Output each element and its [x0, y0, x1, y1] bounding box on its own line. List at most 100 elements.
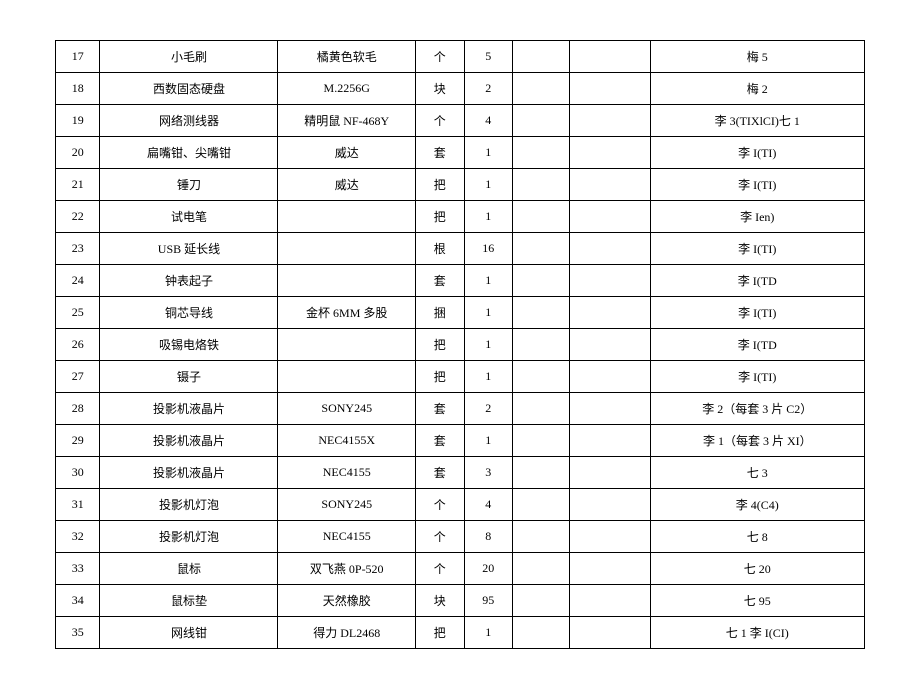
item-remark: 李 I(TI) [650, 169, 864, 201]
row-number: 20 [56, 137, 100, 169]
table-row: 22试电笔把1李 Ien) [56, 201, 865, 233]
item-qty: 1 [464, 297, 513, 329]
item-spec: M.2256G [278, 73, 416, 105]
table-row: 35网线钳得力 DL2468把1 七 1 李 I(CI) [56, 617, 865, 649]
item-unit: 把 [415, 617, 464, 649]
item-remark: 七 1 李 I(CI) [650, 617, 864, 649]
col-6 [513, 585, 570, 617]
row-number: 18 [56, 73, 100, 105]
row-number: 24 [56, 265, 100, 297]
item-name: 试电笔 [100, 201, 278, 233]
item-spec: 威达 [278, 169, 416, 201]
col-6 [513, 201, 570, 233]
col-6 [513, 329, 570, 361]
item-spec: NEC4155X [278, 425, 416, 457]
table-row: 31投影机灯泡SONY245个4李 4(C4) [56, 489, 865, 521]
item-remark: 七 3 [650, 457, 864, 489]
row-number: 25 [56, 297, 100, 329]
item-name: 鼠标 [100, 553, 278, 585]
item-unit: 把 [415, 169, 464, 201]
item-remark: 李 I(TI) [650, 361, 864, 393]
col-7 [569, 169, 650, 201]
item-unit: 个 [415, 553, 464, 585]
col-6 [513, 425, 570, 457]
item-unit: 个 [415, 105, 464, 137]
item-name: 投影机液晶片 [100, 425, 278, 457]
row-number: 31 [56, 489, 100, 521]
item-unit: 个 [415, 489, 464, 521]
item-name: 扁嘴钳、尖嘴钳 [100, 137, 278, 169]
item-name: 网线钳 [100, 617, 278, 649]
table-row: 17小毛刷橘黄色软毛个5梅 5 [56, 41, 865, 73]
table-row: 26吸锡电烙铁把1李 I(TD [56, 329, 865, 361]
row-number: 32 [56, 521, 100, 553]
col-7 [569, 233, 650, 265]
row-number: 22 [56, 201, 100, 233]
item-name: 吸锡电烙铁 [100, 329, 278, 361]
item-qty: 16 [464, 233, 513, 265]
item-remark: 李 3(TIXlCI)七 1 [650, 105, 864, 137]
row-number: 35 [56, 617, 100, 649]
item-remark: 李 Ien) [650, 201, 864, 233]
col-7 [569, 393, 650, 425]
col-6 [513, 553, 570, 585]
row-number: 19 [56, 105, 100, 137]
item-spec [278, 361, 416, 393]
col-7 [569, 617, 650, 649]
item-name: 小毛刷 [100, 41, 278, 73]
row-number: 30 [56, 457, 100, 489]
item-qty: 20 [464, 553, 513, 585]
item-qty: 1 [464, 425, 513, 457]
item-unit: 块 [415, 73, 464, 105]
col-7 [569, 137, 650, 169]
col-6 [513, 169, 570, 201]
item-remark: 李 I(TD [650, 329, 864, 361]
item-qty: 95 [464, 585, 513, 617]
col-7 [569, 41, 650, 73]
item-spec [278, 233, 416, 265]
item-unit: 套 [415, 137, 464, 169]
item-qty: 4 [464, 489, 513, 521]
col-6 [513, 297, 570, 329]
item-unit: 个 [415, 521, 464, 553]
item-remark: 李 I(TI) [650, 137, 864, 169]
item-remark: 李 2（每套 3 片 C2） [650, 393, 864, 425]
item-unit: 把 [415, 361, 464, 393]
col-7 [569, 105, 650, 137]
item-unit: 套 [415, 265, 464, 297]
col-7 [569, 73, 650, 105]
item-spec: 双飞燕 0P-520 [278, 553, 416, 585]
item-name: 西数固态硬盘 [100, 73, 278, 105]
inventory-table: 17小毛刷橘黄色软毛个5梅 518西数固态硬盘M.2256G块2梅 219网络测… [55, 40, 865, 649]
col-7 [569, 489, 650, 521]
row-number: 23 [56, 233, 100, 265]
table-row: 24钟表起子套1李 I(TD [56, 265, 865, 297]
item-name: 镊子 [100, 361, 278, 393]
col-6 [513, 137, 570, 169]
item-spec: SONY245 [278, 393, 416, 425]
item-remark: 李 I(TD [650, 265, 864, 297]
item-name: 铜芯导线 [100, 297, 278, 329]
item-qty: 1 [464, 617, 513, 649]
item-remark: 七 20 [650, 553, 864, 585]
item-spec: 精明鼠 NF-468Y [278, 105, 416, 137]
table-row: 34鼠标垫天然橡胶块95七 95 [56, 585, 865, 617]
item-qty: 5 [464, 41, 513, 73]
col-6 [513, 105, 570, 137]
table-row: 21锤刀威达把1李 I(TI) [56, 169, 865, 201]
item-spec: 橘黄色软毛 [278, 41, 416, 73]
col-6 [513, 489, 570, 521]
item-spec: 金杯 6MM 多股 [278, 297, 416, 329]
item-unit: 套 [415, 425, 464, 457]
item-name: 鼠标垫 [100, 585, 278, 617]
col-6 [513, 361, 570, 393]
item-qty: 1 [464, 265, 513, 297]
row-number: 26 [56, 329, 100, 361]
item-qty: 2 [464, 73, 513, 105]
col-7 [569, 201, 650, 233]
row-number: 33 [56, 553, 100, 585]
item-spec: 得力 DL2468 [278, 617, 416, 649]
row-number: 21 [56, 169, 100, 201]
item-spec: 天然橡胶 [278, 585, 416, 617]
item-name: 网络测线器 [100, 105, 278, 137]
